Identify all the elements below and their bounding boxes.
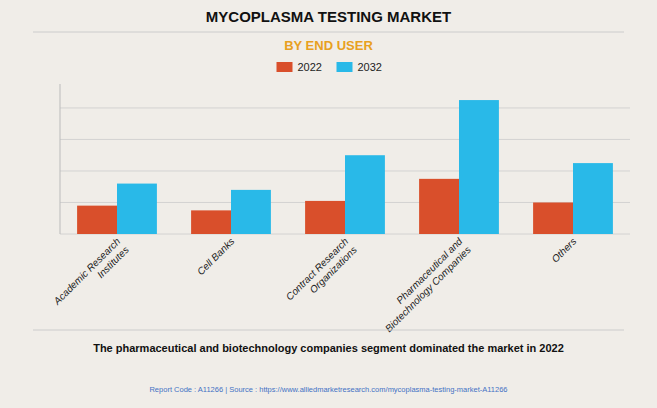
bars: [77, 100, 613, 234]
report-text: Report Code : A11266 | Source : https://…: [149, 385, 507, 394]
bar: [459, 100, 499, 234]
x-tick-label: Contract ResearchOrganizations: [284, 235, 360, 311]
bar: [77, 206, 117, 234]
x-tick-label: Others: [549, 236, 578, 265]
grid-line: [60, 107, 630, 108]
separator: [33, 330, 624, 331]
bar: [305, 201, 345, 234]
legend-swatch: [277, 62, 293, 72]
subtitle: BY END USER: [284, 38, 373, 53]
bar: [191, 210, 231, 234]
y-axis-line: [60, 84, 61, 234]
bar: [345, 155, 385, 234]
legend: 2022 2032: [277, 61, 382, 73]
footer-text: The pharmaceutical and biotechnology com…: [93, 342, 564, 354]
bar: [117, 184, 157, 234]
legend-label: 2022: [298, 61, 322, 73]
title: MYCOPLASMA TESTING MARKET: [206, 8, 451, 25]
bar: [231, 190, 271, 234]
separator: [33, 32, 624, 33]
legend-label: 2032: [358, 61, 382, 73]
bar: [419, 179, 459, 234]
x-tick-label: Cell Banks: [195, 236, 237, 278]
x-tick-label: Pharmaceutical andBiotechnology Companie…: [374, 235, 473, 334]
grid-line: [60, 139, 630, 140]
bar: [573, 163, 613, 234]
bar: [533, 202, 573, 234]
chart: MYCOPLASMA TESTING MARKET BY END USER 2022…: [0, 0, 657, 408]
background: [0, 0, 657, 408]
x-tick-label: Academic ResearchInstitutes: [51, 235, 132, 316]
legend-swatch: [337, 62, 353, 72]
x-axis: Academic ResearchInstitutes Cell Banks Con…: [51, 235, 579, 334]
grid: [60, 108, 630, 234]
